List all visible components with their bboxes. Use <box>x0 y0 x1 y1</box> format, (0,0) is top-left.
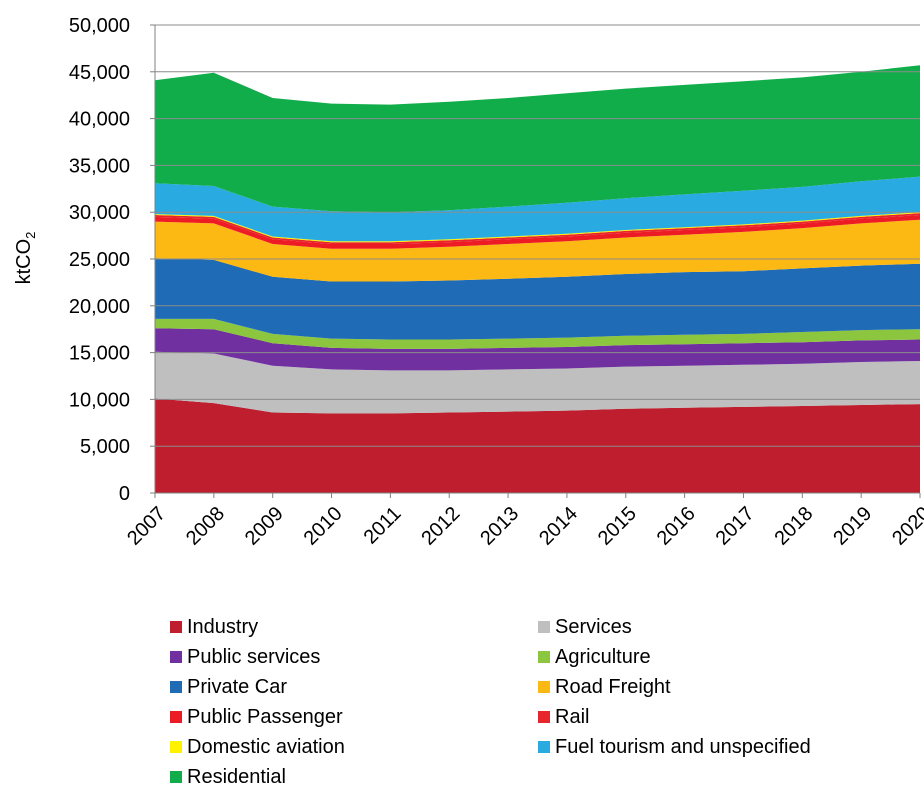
legend-label: Agriculture <box>555 645 651 668</box>
legend-label: Rail <box>555 705 590 728</box>
y-tick-label: 0 <box>119 483 130 505</box>
x-tick-label: 2020 <box>888 503 924 550</box>
area-road-freight <box>155 219 920 282</box>
y-tick-label: 20,000 <box>69 296 130 318</box>
legend-label: Public services <box>187 645 321 668</box>
legend-label: Road Freight <box>555 675 671 698</box>
legend-swatch <box>170 771 182 783</box>
legend-label: Domestic aviation <box>187 735 345 758</box>
x-tick-label: 2007 <box>123 503 170 550</box>
x-tick-label: 2016 <box>653 503 700 550</box>
axes <box>150 24 921 498</box>
legend-item-private-car: Private Car <box>170 674 287 700</box>
x-tick-label: 2010 <box>300 503 347 550</box>
legend-item-services: Services <box>538 614 632 640</box>
area-agriculture <box>155 318 920 349</box>
legend-label: Public Passenger <box>187 705 343 728</box>
legend-label: Services <box>555 615 632 638</box>
legend-swatch <box>170 621 182 633</box>
area-public-services <box>155 328 920 371</box>
y-axis-title-main: ktCO <box>13 239 35 285</box>
legend-swatch <box>538 741 550 753</box>
y-tick-label: 30,000 <box>69 202 130 224</box>
x-tick-label: 2012 <box>417 503 464 550</box>
legend-item-agriculture: Agriculture <box>538 644 651 670</box>
x-tick-labels: 2007 2008 2009 2010 2011 2012 2013 2014 2015 2016… <box>123 503 924 550</box>
y-tick-label: 15,000 <box>69 343 130 365</box>
y-tick-label: 10,000 <box>69 389 130 411</box>
x-tick-label: 2009 <box>241 503 288 550</box>
x-tick-label: 2019 <box>829 503 876 550</box>
y-axis-title: ktCO2 <box>13 232 38 285</box>
area-layer <box>155 65 920 493</box>
legend-swatch <box>170 681 182 693</box>
x-tick-label: 2008 <box>182 503 229 550</box>
legend-swatch <box>538 621 550 633</box>
legend-swatch <box>538 681 550 693</box>
y-tick-labels: 0 5,000 10,000 15,000 20,000 25,000 30,000 35,0… <box>69 15 130 505</box>
y-tick-label: 5,000 <box>80 436 130 458</box>
x-tick-label: 2011 <box>360 503 406 549</box>
area-rail <box>155 213 920 244</box>
x-tick-label: 2014 <box>535 503 582 550</box>
area-public-passenger <box>155 215 920 249</box>
legend-item-public-passenger: Public Passenger <box>170 704 343 730</box>
legend-swatch <box>538 651 550 663</box>
x-tick-label: 2013 <box>476 503 523 550</box>
x-tick-label: 2017 <box>712 503 759 550</box>
legend-swatch <box>538 711 550 723</box>
legend-item-domestic-aviation: Domestic aviation <box>170 734 345 760</box>
legend-swatch <box>170 711 182 723</box>
area-fuel-tourism-and-unspecified <box>155 176 920 242</box>
y-tick-label: 35,000 <box>69 155 130 177</box>
area-private-car <box>155 258 920 340</box>
legend-label: Private Car <box>187 675 288 698</box>
legend-swatch <box>170 741 182 753</box>
area-services <box>155 351 920 414</box>
legend-label: Fuel tourism and unspecified <box>555 735 811 758</box>
legend-label: Industry <box>187 615 259 638</box>
legend-label: Residential <box>187 765 286 788</box>
area-residential <box>155 65 920 213</box>
legend-item-road-freight: Road Freight <box>538 674 671 700</box>
y-tick-label: 40,000 <box>69 109 130 131</box>
legend-item-residential: Residential <box>170 764 286 790</box>
legend-swatch <box>170 651 182 663</box>
y-axis-title-subscript: 2 <box>23 232 38 239</box>
x-tick-label: 2018 <box>770 503 817 550</box>
legend-item-industry: Industry <box>170 614 258 640</box>
legend-item-fuel-tourism-and-unspecified: Fuel tourism and unspecified <box>538 734 811 760</box>
x-tick-label: 2015 <box>594 503 641 550</box>
y-tick-label: 25,000 <box>69 249 130 271</box>
y-tick-label: 50,000 <box>69 15 130 37</box>
gridlines <box>155 24 920 447</box>
stacked-area-chart: 0 5,000 10,000 15,000 20,000 25,000 30,000 35,0… <box>13 15 924 550</box>
legend-item-rail: Rail <box>538 704 589 730</box>
y-tick-label: 45,000 <box>69 62 130 84</box>
legend-item-public-services: Public services <box>170 644 320 670</box>
